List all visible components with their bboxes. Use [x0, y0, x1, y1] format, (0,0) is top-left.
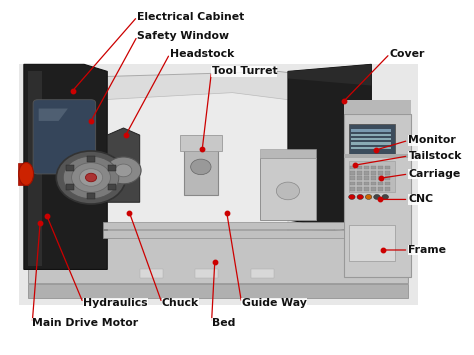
Circle shape: [80, 169, 103, 186]
Polygon shape: [24, 64, 107, 269]
Circle shape: [382, 195, 389, 200]
Bar: [365, 166, 369, 169]
Bar: [378, 182, 383, 185]
FancyBboxPatch shape: [33, 100, 96, 174]
Text: Guide Way: Guide Way: [242, 298, 307, 308]
Bar: [385, 171, 390, 175]
Polygon shape: [260, 149, 316, 158]
Polygon shape: [181, 135, 222, 151]
Bar: [378, 171, 383, 175]
Circle shape: [72, 163, 110, 192]
Polygon shape: [288, 64, 371, 230]
Bar: [87, 193, 95, 199]
Text: Chuck: Chuck: [162, 298, 199, 308]
Bar: [378, 166, 383, 169]
Bar: [349, 160, 395, 192]
Circle shape: [374, 195, 380, 200]
Bar: [385, 176, 390, 180]
Polygon shape: [288, 64, 371, 86]
Bar: [357, 187, 362, 191]
Bar: [184, 146, 219, 195]
Bar: [103, 223, 344, 229]
Polygon shape: [39, 109, 68, 121]
Bar: [378, 187, 383, 191]
Bar: [351, 133, 391, 136]
Bar: [351, 130, 391, 132]
Bar: [66, 184, 74, 190]
Polygon shape: [344, 100, 411, 114]
Circle shape: [106, 157, 141, 184]
Bar: [371, 176, 376, 180]
Bar: [365, 187, 369, 191]
Bar: [349, 225, 395, 261]
Bar: [140, 269, 163, 278]
Bar: [87, 156, 95, 162]
Bar: [385, 182, 390, 185]
Circle shape: [115, 164, 132, 177]
Bar: [344, 114, 411, 277]
Circle shape: [85, 173, 97, 182]
Text: Cover: Cover: [390, 49, 425, 59]
Ellipse shape: [19, 163, 34, 185]
Text: Electrical Cabinet: Electrical Cabinet: [137, 12, 245, 22]
Text: Carriage: Carriage: [409, 169, 461, 179]
Bar: [251, 269, 274, 278]
Bar: [357, 182, 362, 185]
Bar: [385, 187, 390, 191]
Bar: [371, 182, 376, 185]
Circle shape: [357, 195, 364, 200]
Bar: [365, 182, 369, 185]
Circle shape: [365, 195, 372, 200]
Bar: [350, 187, 355, 191]
Text: Headstock: Headstock: [170, 49, 234, 59]
Text: Frame: Frame: [409, 245, 447, 255]
Bar: [18, 163, 27, 185]
Text: Bed: Bed: [211, 318, 235, 328]
Bar: [365, 171, 369, 175]
Bar: [357, 171, 362, 175]
Bar: [66, 165, 74, 171]
Polygon shape: [28, 230, 409, 284]
Polygon shape: [38, 71, 334, 277]
Bar: [365, 176, 369, 180]
Bar: [357, 166, 362, 169]
Polygon shape: [107, 128, 140, 202]
Bar: [371, 187, 376, 191]
Polygon shape: [28, 284, 409, 298]
Bar: [351, 138, 391, 140]
Bar: [350, 171, 355, 175]
Bar: [351, 147, 391, 149]
Polygon shape: [103, 93, 288, 255]
Polygon shape: [28, 71, 42, 266]
Bar: [103, 230, 344, 237]
Bar: [260, 158, 316, 220]
Bar: [108, 165, 116, 171]
Text: Monitor: Monitor: [409, 135, 456, 145]
Circle shape: [349, 195, 355, 200]
Bar: [357, 176, 362, 180]
Bar: [350, 176, 355, 180]
Bar: [108, 184, 116, 190]
Circle shape: [276, 182, 300, 200]
Bar: [195, 269, 219, 278]
Text: Tailstock: Tailstock: [409, 151, 462, 161]
Bar: [351, 142, 391, 144]
Bar: [371, 171, 376, 175]
Text: Safety Window: Safety Window: [137, 31, 229, 41]
Bar: [385, 166, 390, 169]
Polygon shape: [19, 64, 418, 305]
Bar: [344, 154, 411, 158]
Bar: [350, 166, 355, 169]
Text: Tool Turret: Tool Turret: [211, 66, 277, 76]
Text: CNC: CNC: [409, 195, 434, 204]
Bar: [371, 166, 376, 169]
Circle shape: [56, 151, 126, 204]
Bar: [378, 176, 383, 180]
Bar: [350, 182, 355, 185]
Text: Main Drive Motor: Main Drive Motor: [32, 318, 138, 328]
Bar: [349, 125, 394, 154]
Circle shape: [191, 159, 211, 175]
Circle shape: [63, 156, 119, 199]
Text: Hydraulics: Hydraulics: [83, 298, 148, 308]
